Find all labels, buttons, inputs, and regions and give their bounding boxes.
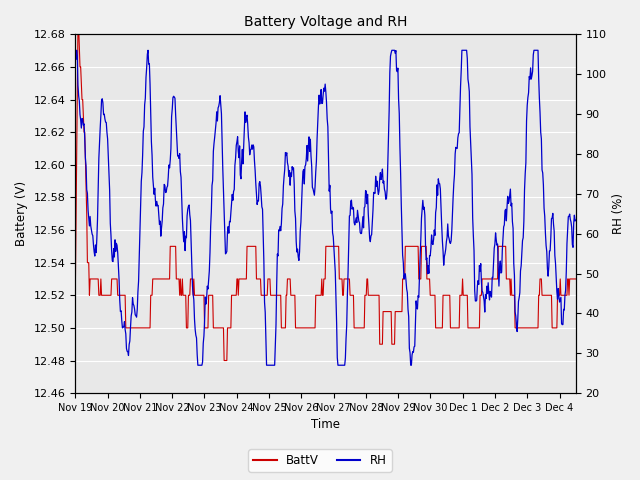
- RH: [142, 74, 150, 80]
- BattV: [72, 292, 79, 298]
- Y-axis label: Battery (V): Battery (V): [15, 181, 28, 246]
- Y-axis label: RH (%): RH (%): [612, 193, 625, 234]
- BattV: [432, 325, 440, 331]
- RH: [74, 83, 82, 88]
- RH: [194, 362, 202, 368]
- RH: [305, 134, 313, 140]
- BattV: [572, 276, 580, 282]
- Line: BattV: BattV: [76, 26, 576, 360]
- X-axis label: Time: Time: [311, 419, 340, 432]
- BattV: [286, 276, 294, 282]
- BattV: [142, 325, 150, 331]
- RH: [72, 55, 79, 61]
- RH: [286, 182, 294, 188]
- BattV: [74, 91, 81, 96]
- BattV: [444, 292, 452, 298]
- BattV: [74, 24, 82, 29]
- RH: [73, 48, 81, 53]
- BattV: [305, 325, 313, 331]
- Text: GT_met: GT_met: [0, 479, 1, 480]
- RH: [572, 217, 580, 223]
- Legend: BattV, RH: BattV, RH: [248, 449, 392, 472]
- RH: [432, 210, 440, 216]
- Line: RH: RH: [76, 50, 576, 365]
- RH: [444, 221, 452, 227]
- Title: Battery Voltage and RH: Battery Voltage and RH: [244, 15, 407, 29]
- BattV: [220, 358, 228, 363]
